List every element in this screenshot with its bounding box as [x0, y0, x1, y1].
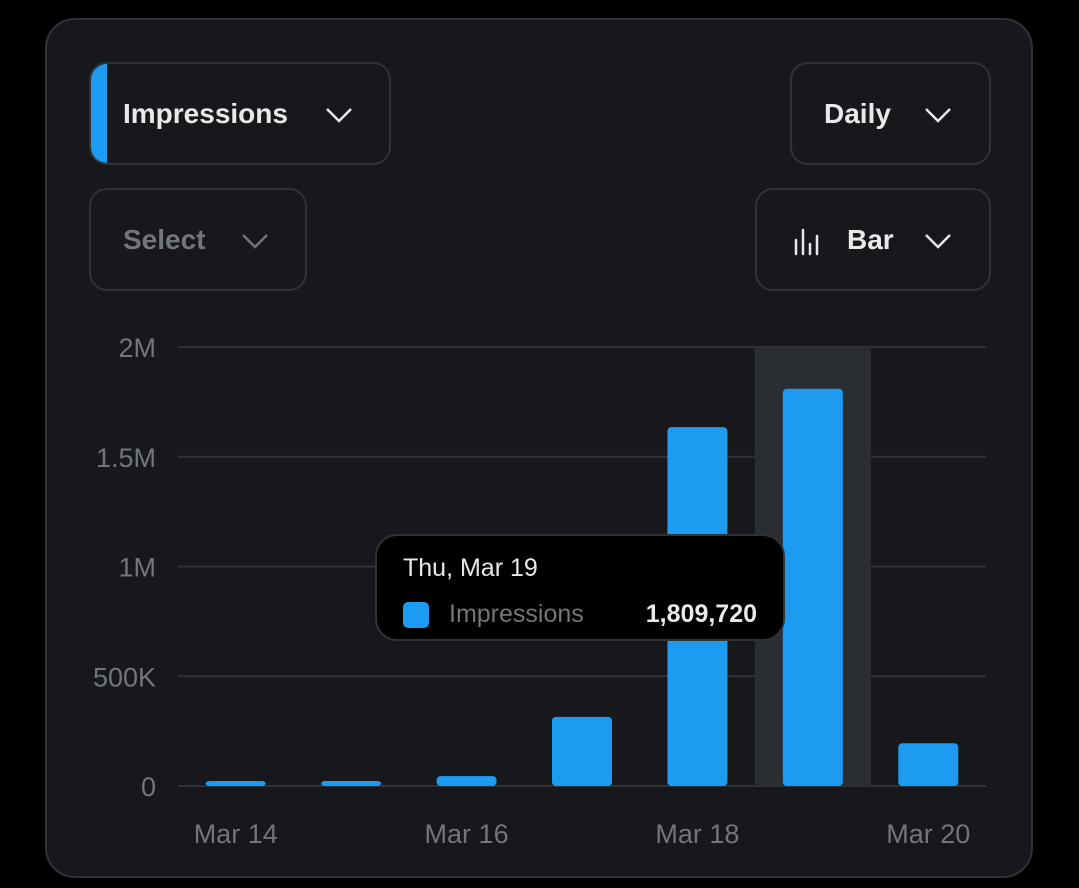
bar-mar-19[interactable]	[782, 388, 843, 786]
x-tick-label: Mar 14	[194, 819, 278, 849]
comparison-select-dropdown[interactable]: Select	[89, 188, 307, 291]
bar-mar-20[interactable]	[898, 743, 959, 786]
chart-type-dropdown-label: Bar	[847, 223, 894, 255]
tooltip-series-swatch	[403, 602, 429, 628]
y-tick-label: 1.5M	[96, 443, 156, 473]
period-dropdown[interactable]: Daily	[790, 62, 991, 165]
y-tick-label: 1M	[118, 553, 156, 583]
x-tick-label: Mar 18	[655, 819, 739, 849]
metric-color-indicator	[91, 64, 107, 163]
chevron-down-icon	[925, 108, 951, 123]
metric-dropdown[interactable]: Impressions	[89, 62, 391, 165]
x-tick-label: Mar 20	[886, 819, 970, 849]
metric-dropdown-label: Impressions	[123, 97, 288, 129]
tooltip-date: Thu, Mar 19	[403, 554, 538, 582]
chevron-down-icon	[326, 108, 352, 123]
tooltip-value: 1,809,720	[645, 600, 757, 628]
bar-mar-16[interactable]	[436, 776, 497, 786]
y-tick-label: 2M	[118, 333, 156, 363]
chevron-down-icon	[925, 234, 951, 249]
y-axis-labels: 0 500K 1M 1.5M 2M	[93, 333, 156, 802]
x-axis-labels: Mar 14 Mar 16 Mar 18 Mar 20	[194, 819, 971, 849]
chevron-down-icon	[242, 234, 268, 249]
period-dropdown-label: Daily	[824, 97, 891, 129]
x-tick-label: Mar 16	[425, 819, 509, 849]
y-tick-label: 0	[141, 772, 156, 802]
chart-type-dropdown[interactable]: Bar	[755, 188, 991, 291]
bar-mar-17[interactable]	[552, 716, 612, 786]
tooltip-series-name: Impressions	[449, 600, 584, 628]
select-dropdown-label: Select	[123, 223, 206, 255]
bar-mar-15[interactable]	[321, 781, 382, 786]
y-tick-label: 500K	[93, 662, 156, 692]
chart-tooltip: Thu, Mar 19 Impressions 1,809,720	[375, 534, 785, 641]
bar-mar-14[interactable]	[205, 781, 266, 786]
bar-chart-icon	[794, 228, 819, 256]
